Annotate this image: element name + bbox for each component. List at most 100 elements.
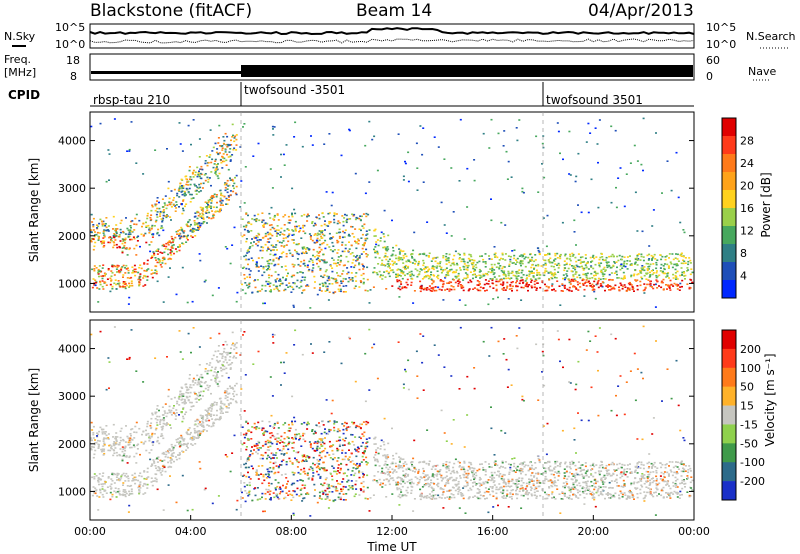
- power-cell: [520, 276, 523, 279]
- power-cell: [154, 204, 157, 207]
- power-cell: [652, 209, 655, 211]
- velocity-cell: [233, 355, 236, 358]
- velocity-cell: [248, 476, 251, 478]
- velocity-cell: [318, 497, 321, 499]
- power-cell: [404, 265, 407, 268]
- power-cell: [391, 260, 394, 262]
- power-cell: [504, 253, 507, 255]
- velocity-cell: [341, 444, 344, 447]
- velocity-cell: [218, 417, 221, 419]
- power-cell: [247, 249, 250, 251]
- power-cell: [101, 285, 104, 288]
- power-cell: [338, 237, 341, 239]
- velocity-cell: [318, 467, 321, 469]
- velocity-cell: [351, 460, 354, 462]
- power-cell: [599, 256, 602, 259]
- power-cell: [190, 193, 193, 196]
- velocity-cell: [246, 437, 249, 440]
- power-cell: [504, 289, 507, 291]
- power-cell: [348, 128, 351, 131]
- velocity-cell: [272, 468, 275, 470]
- velocity-cell: [168, 405, 171, 408]
- power-cell: [458, 257, 461, 259]
- power-cell: [240, 180, 243, 182]
- velocity-cell: [163, 459, 166, 462]
- velocity-cell: [323, 482, 326, 484]
- power-cell: [326, 279, 329, 282]
- power-cell: [572, 253, 575, 256]
- power-cell: [208, 177, 211, 179]
- power-cell: [326, 289, 329, 291]
- velocity-cell: [229, 470, 232, 473]
- power-cell: [365, 248, 368, 251]
- power-cell: [306, 215, 309, 218]
- power-cell: [336, 272, 338, 274]
- power-cell: [231, 123, 234, 126]
- velocity-cell: [342, 472, 345, 475]
- power-cell: [255, 220, 258, 223]
- velocity-cell: [213, 401, 216, 404]
- power-cell: [516, 280, 518, 282]
- velocity-heatmap-cells: [90, 325, 694, 517]
- velocity-cell: [351, 486, 354, 488]
- power-cell: [450, 288, 453, 291]
- power-cell: [316, 241, 319, 244]
- velocity-cell: [215, 381, 218, 384]
- velocity-cell: [235, 393, 238, 396]
- power-cell: [156, 216, 159, 218]
- power-cell: [291, 254, 294, 256]
- velocity-cell: [300, 423, 303, 425]
- power-cell: [407, 180, 410, 183]
- power-cell: [627, 288, 629, 291]
- power-cell: [491, 268, 494, 270]
- power-cell: [316, 254, 319, 257]
- velocity-cell: [154, 417, 157, 420]
- power-cell: [341, 241, 344, 244]
- power-cell: [178, 122, 181, 124]
- power-cell: [400, 257, 403, 259]
- power-cell: [614, 262, 616, 264]
- velocity-cell: [145, 434, 148, 436]
- power-cell: [145, 270, 148, 272]
- power-cell: [655, 279, 658, 281]
- velocity-cell: [174, 413, 176, 415]
- power-cell: [649, 280, 652, 283]
- power-cell: [588, 282, 591, 285]
- power-cell: [114, 228, 117, 230]
- power-cell: [384, 252, 387, 255]
- velocity-cell: [182, 407, 185, 409]
- power-cell: [304, 264, 307, 267]
- power-cell: [423, 276, 426, 279]
- power-cell: [244, 166, 247, 168]
- velocity-cell: [276, 421, 279, 423]
- power-cell: [585, 141, 588, 143]
- velocity-cell: [133, 472, 136, 475]
- power-cell: [311, 269, 314, 272]
- velocity-cell: [463, 446, 466, 448]
- power-cell: [451, 271, 454, 274]
- power-cell: [127, 267, 129, 269]
- power-cell: [222, 160, 224, 163]
- velocity-cell: [138, 427, 141, 430]
- power-cell: [115, 268, 118, 270]
- velocity-cell: [204, 419, 207, 421]
- power-cell: [658, 285, 660, 287]
- power-cell: [568, 263, 571, 266]
- velocity-cell: [226, 343, 229, 346]
- power-cell: [257, 142, 260, 145]
- power-cell: [292, 242, 295, 244]
- power-cell: [468, 288, 471, 290]
- power-cell: [103, 234, 106, 236]
- power-cell: [501, 271, 504, 273]
- power-cell: [181, 193, 184, 196]
- power-cell: [494, 252, 497, 255]
- power-cell: [285, 284, 288, 286]
- power-cell: [648, 245, 651, 247]
- power-cell: [344, 213, 346, 216]
- velocity-cell: [117, 478, 120, 481]
- velocity-cell: [94, 439, 96, 441]
- power-cell: [684, 257, 687, 259]
- power-cell: [204, 162, 207, 165]
- power-cell: [445, 274, 448, 276]
- power-cell: [434, 257, 437, 259]
